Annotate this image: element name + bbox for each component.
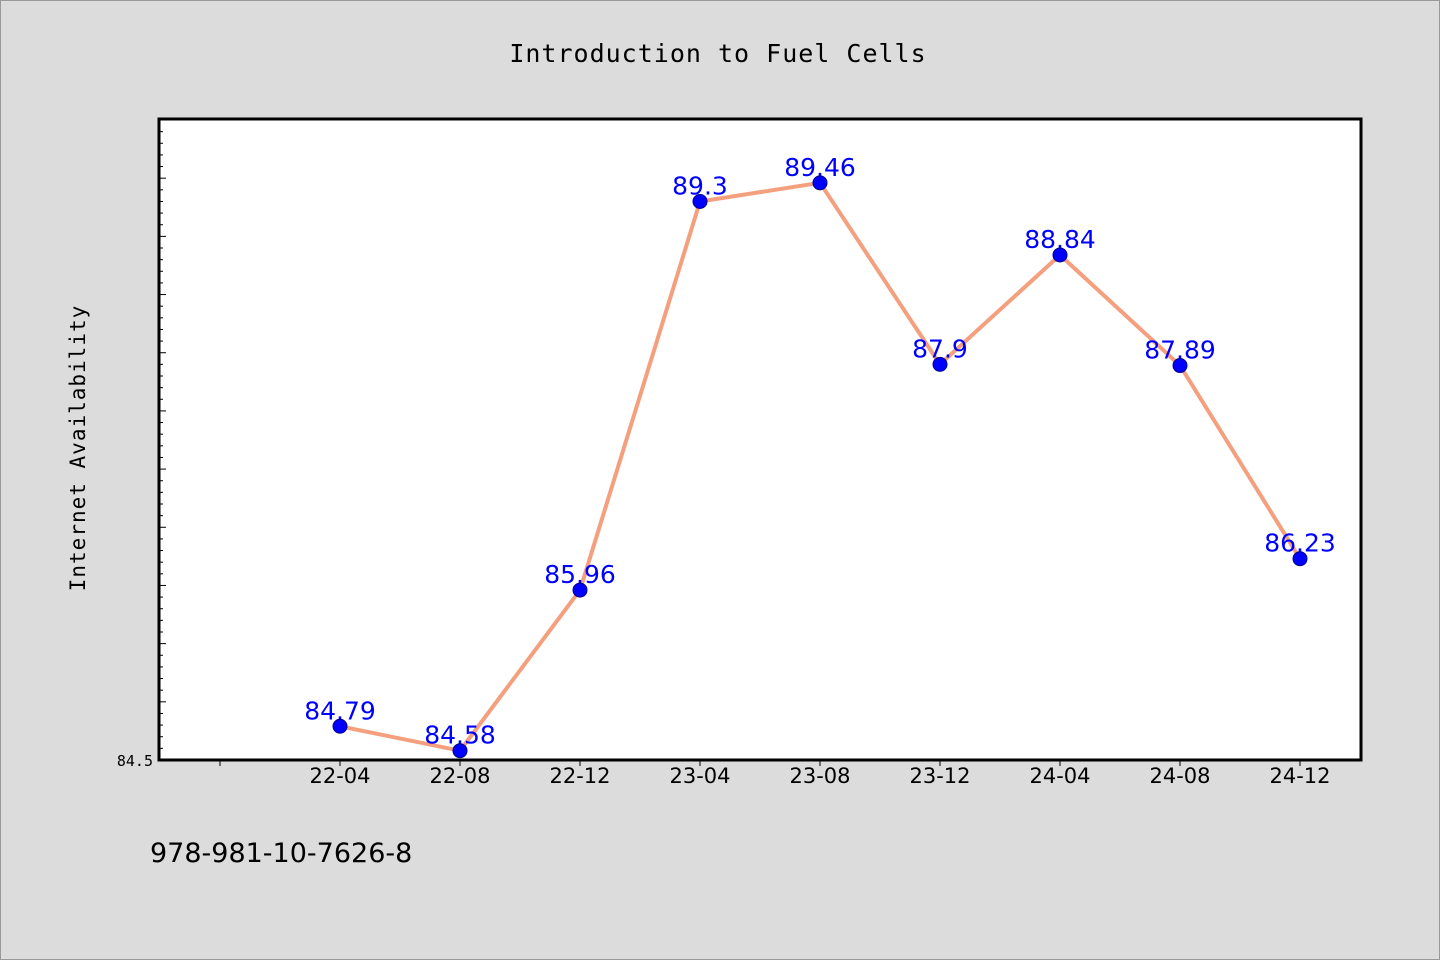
x-tick-label: 24-04: [1029, 764, 1090, 788]
isbn-text: 978-981-10-7626-8: [150, 838, 412, 869]
y-axis-ticks: [160, 119, 166, 761]
data-point: [452, 743, 468, 759]
x-tick-label: 22-12: [549, 764, 610, 788]
chart-title: Introduction to Fuel Cells: [509, 39, 926, 68]
data-point: [1172, 358, 1188, 374]
x-tick-label: 24-12: [1269, 764, 1330, 788]
plot-area: [157, 117, 1363, 762]
data-point: [1052, 247, 1068, 263]
x-tick-label: 23-12: [909, 764, 970, 788]
y-tick-label-min: 84.5: [117, 752, 153, 770]
data-point: [332, 718, 348, 734]
x-tick-label: 22-08: [429, 764, 490, 788]
series-layer: 84.7984.5885.9689.389.4687.988.8487.8986…: [304, 153, 1336, 759]
x-tick-label: 22-04: [309, 764, 370, 788]
data-point: [692, 193, 708, 209]
x-tick-label: 23-08: [789, 764, 850, 788]
x-tick-label: 23-04: [669, 764, 730, 788]
y-axis-label: Internet Availability: [66, 305, 90, 592]
x-tick-label: 24-08: [1149, 764, 1210, 788]
data-point: [572, 582, 588, 598]
data-point: [812, 175, 828, 191]
data-point: [932, 356, 948, 372]
x-axis-ticks: 22-04 22-08 22-12 23-04 23-08 23-12 24-04 24-08…: [219, 760, 1331, 788]
data-point: [1292, 551, 1308, 567]
